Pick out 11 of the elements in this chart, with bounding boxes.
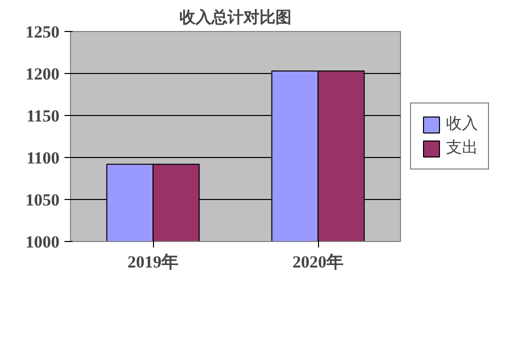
x-tick-label: 2020年 <box>292 252 344 272</box>
y-tick-label: 1250 <box>26 22 60 42</box>
y-tick-label: 1150 <box>26 106 60 126</box>
y-tick-label: 1100 <box>26 148 60 168</box>
chart-title: 收入总计对比图 <box>180 8 292 26</box>
y-tick-label: 1000 <box>26 232 60 252</box>
x-tick-label: 2019年 <box>128 252 178 272</box>
y-tick-label: 1200 <box>26 64 60 84</box>
y-tick-label: 1050 <box>26 190 60 210</box>
legend-label: 支出 <box>446 138 478 158</box>
legend-label: 收入 <box>446 114 478 134</box>
